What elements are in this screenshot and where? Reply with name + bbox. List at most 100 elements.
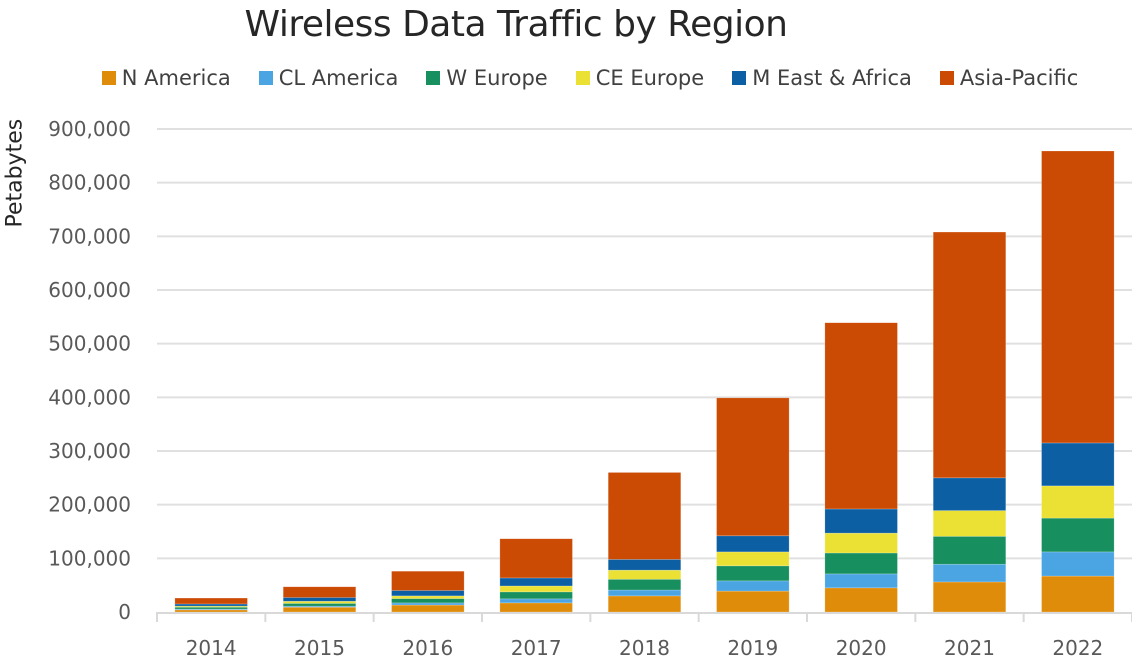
bar-ce-europe-2019[interactable] (716, 551, 790, 567)
bar-cl-america-2020[interactable] (824, 573, 898, 589)
bar-w-europe-2020[interactable] (824, 552, 898, 575)
bar-stack-2020 (824, 322, 898, 613)
bar-w-europe-2021[interactable] (932, 536, 1007, 565)
legend-swatch (101, 71, 116, 85)
bar-stack-2018 (607, 472, 682, 613)
legend-item-n-america[interactable]: N America (101, 66, 231, 90)
bar-w-europe-2018[interactable] (607, 578, 682, 591)
bar-asia-pacific-2020[interactable] (824, 322, 898, 510)
y-tick-label: 800,000 (48, 171, 131, 195)
bar-asia-pacific-2017[interactable] (499, 538, 573, 579)
y-tick-label: 500,000 (48, 332, 131, 356)
bar-w-europe-2022[interactable] (1041, 517, 1115, 553)
y-tick-label: 400,000 (48, 385, 131, 409)
bar-stack-2017 (499, 538, 573, 613)
bar-stack-2015 (282, 586, 357, 613)
bar-m-east-africa-2022[interactable] (1041, 442, 1115, 487)
y-tick-label: 700,000 (48, 224, 131, 248)
y-tick-label: 900,000 (48, 117, 131, 141)
bar-n-america-2017[interactable] (499, 602, 573, 613)
bar-asia-pacific-2019[interactable] (716, 397, 790, 537)
x-tick-label: 2021 (944, 636, 995, 660)
y-tick-label: 0 (118, 600, 131, 624)
legend-item-asia-pacific[interactable]: Asia-Pacific (939, 66, 1079, 90)
x-tick-label: 2019 (727, 636, 778, 660)
bar-cl-america-2022[interactable] (1041, 551, 1115, 577)
bar-ce-europe-2016[interactable] (391, 595, 465, 599)
x-tick-label: 2017 (511, 636, 562, 660)
legend-label: CE Europe (595, 66, 705, 90)
bar-ce-europe-2015[interactable] (282, 600, 357, 604)
bar-m-east-africa-2014[interactable] (174, 603, 248, 607)
bar-ce-europe-2022[interactable] (1041, 485, 1115, 519)
legend-item-ce-europe[interactable]: CE Europe (575, 66, 705, 90)
bar-cl-america-2017[interactable] (499, 598, 573, 604)
legend-swatch (258, 71, 273, 85)
x-tick-label: 2014 (186, 636, 237, 660)
bar-m-east-africa-2018[interactable] (607, 559, 682, 571)
legend-label: Asia-Pacific (959, 66, 1079, 90)
y-tick-label: 300,000 (48, 439, 131, 463)
legend-label: CL America (278, 66, 399, 90)
bar-asia-pacific-2018[interactable] (607, 472, 682, 560)
bar-n-america-2015[interactable] (282, 606, 357, 613)
y-axis: 0 100,000 200,000 300,000 400,000 500,000 600,… (48, 117, 131, 624)
bar-stack-2014 (174, 597, 248, 613)
legend-item-w-europe[interactable]: W Europe (426, 66, 548, 90)
bar-w-europe-2015[interactable] (282, 603, 357, 607)
bar-asia-pacific-2014[interactable] (174, 597, 248, 605)
bar-asia-pacific-2021[interactable] (932, 231, 1007, 479)
y-tick-label: 200,000 (48, 493, 131, 517)
bar-w-europe-2016[interactable] (391, 598, 465, 604)
chart-title: Wireless Data Traffic by Region (244, 4, 788, 45)
y-tick-label: 600,000 (48, 278, 131, 302)
x-tick-label: 2020 (836, 636, 887, 660)
bar-cl-america-2019[interactable] (716, 580, 790, 592)
bar-cl-america-2016[interactable] (391, 602, 465, 606)
bar-n-america-2022[interactable] (1041, 575, 1115, 613)
bar-stack-2019 (716, 397, 790, 613)
x-tick-label: 2016 (402, 636, 453, 660)
x-tick-label: 2018 (619, 636, 670, 660)
legend-swatch (939, 71, 954, 85)
legend-item-m-east-africa[interactable]: M East & Africa (732, 66, 912, 90)
bar-m-east-africa-2016[interactable] (391, 590, 465, 597)
bar-ce-europe-2018[interactable] (607, 569, 682, 580)
bar-m-east-africa-2020[interactable] (824, 508, 898, 534)
bar-m-east-africa-2017[interactable] (499, 577, 573, 587)
bar-ce-europe-2017[interactable] (499, 585, 573, 593)
bar-asia-pacific-2022[interactable] (1041, 150, 1115, 444)
y-tick-label: 100,000 (48, 546, 131, 570)
legend-label: W Europe (446, 66, 548, 90)
legend-swatch (732, 71, 747, 85)
bars (174, 150, 1115, 613)
bar-n-america-2021[interactable] (932, 581, 1007, 613)
bar-ce-europe-2020[interactable] (824, 532, 898, 554)
bar-stack-2021 (932, 231, 1007, 613)
bar-stack-2022 (1041, 150, 1115, 613)
bar-n-america-2016[interactable] (391, 604, 465, 613)
x-axis: 2014 2015 2016 2017 2018 2019 2020 2021 2022 (156, 612, 1132, 660)
bar-w-europe-2017[interactable] (499, 591, 573, 600)
bar-n-america-2020[interactable] (824, 587, 898, 613)
legend-item-cl-america[interactable]: CL America (258, 66, 399, 90)
bar-asia-pacific-2015[interactable] (282, 586, 357, 598)
bar-m-east-africa-2019[interactable] (716, 535, 790, 553)
bar-m-east-africa-2015[interactable] (282, 597, 357, 602)
bar-cl-america-2021[interactable] (932, 563, 1007, 583)
x-tick-label: 2015 (294, 636, 345, 660)
bar-n-america-2019[interactable] (716, 590, 790, 613)
bar-n-america-2014[interactable] (174, 609, 248, 613)
bar-m-east-africa-2021[interactable] (932, 477, 1007, 511)
legend-swatch (575, 71, 590, 85)
bar-ce-europe-2021[interactable] (932, 510, 1007, 537)
x-tick-label: 2022 (1052, 636, 1103, 660)
legend-label: M East & Africa (752, 66, 912, 90)
bar-cl-america-2018[interactable] (607, 589, 682, 597)
bar-w-europe-2019[interactable] (716, 565, 790, 582)
legend: N America CL America W Europe CE Europe … (0, 66, 1132, 90)
legend-swatch (426, 71, 441, 85)
bar-asia-pacific-2016[interactable] (391, 570, 465, 591)
bar-n-america-2018[interactable] (607, 595, 682, 613)
